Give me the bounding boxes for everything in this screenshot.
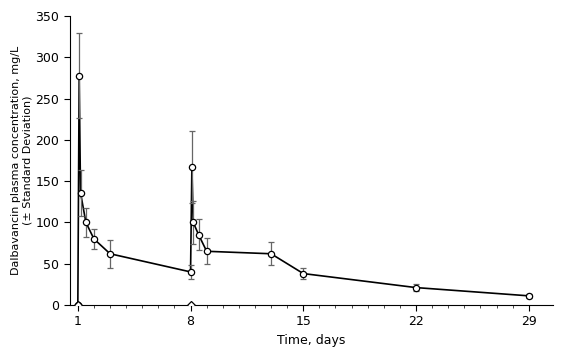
Y-axis label: Dalbavancin plasma concentration, mg/L
(± Standard Deviation): Dalbavancin plasma concentration, mg/L (… <box>11 46 33 275</box>
X-axis label: Time, days: Time, days <box>277 334 346 347</box>
